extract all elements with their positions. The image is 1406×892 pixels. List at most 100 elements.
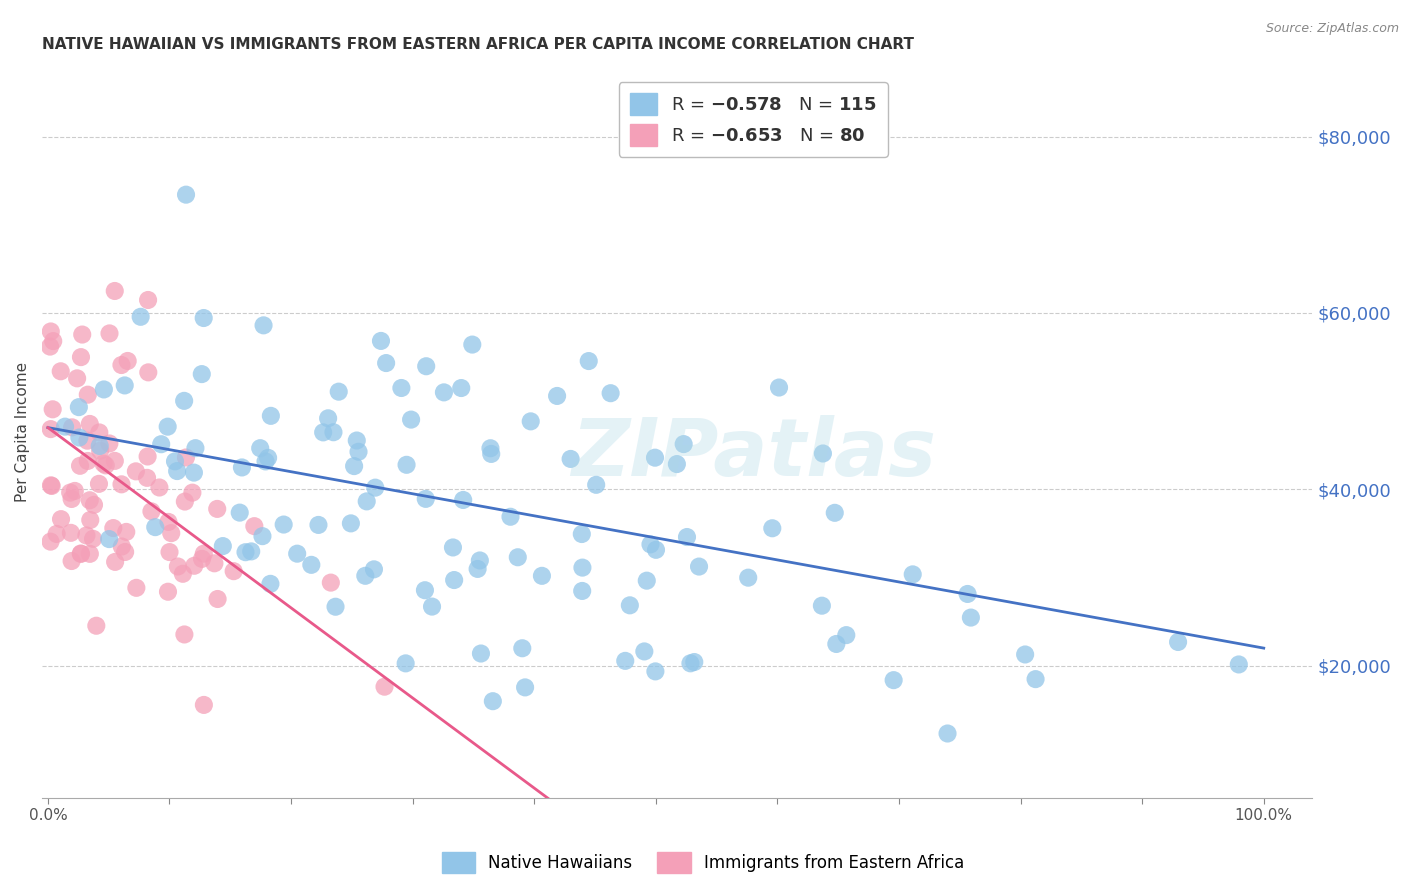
- Point: [636, 574, 658, 588]
- Point: [479, 447, 502, 461]
- Point: [125, 581, 148, 595]
- Point: [761, 521, 783, 535]
- Point: [415, 359, 437, 374]
- Point: [499, 509, 522, 524]
- Point: [39, 422, 62, 436]
- Point: [530, 569, 553, 583]
- Point: [172, 566, 194, 581]
- Point: [811, 446, 834, 460]
- Point: [87, 476, 110, 491]
- Point: [136, 450, 159, 464]
- Point: [184, 441, 207, 455]
- Point: [193, 311, 215, 326]
- Point: [136, 293, 159, 307]
- Point: [39, 478, 62, 492]
- Legend: Native Hawaiians, Immigrants from Eastern Africa: Native Hawaiians, Immigrants from Easter…: [434, 846, 972, 880]
- Point: [70, 547, 93, 561]
- Point: [110, 358, 132, 372]
- Point: [1167, 635, 1189, 649]
- Point: [41, 479, 63, 493]
- Point: [110, 477, 132, 491]
- Y-axis label: Per Capita Income: Per Capita Income: [15, 362, 30, 502]
- Point: [240, 544, 263, 558]
- Point: [571, 583, 593, 598]
- Point: [159, 545, 181, 559]
- Point: [599, 386, 621, 401]
- Point: [104, 284, 127, 298]
- Point: [173, 393, 195, 408]
- Point: [156, 584, 179, 599]
- Point: [824, 506, 846, 520]
- Point: [42, 334, 65, 348]
- Point: [901, 567, 924, 582]
- Point: [93, 383, 115, 397]
- Legend: R = $\mathbf{-0.578}$   N = $\mathbf{115}$, R = $\mathbf{-0.653}$   N = $\mathbf: R = $\mathbf{-0.578}$ N = $\mathbf{115}$…: [619, 82, 887, 157]
- Point: [768, 380, 790, 394]
- Point: [136, 365, 159, 379]
- Point: [316, 411, 339, 425]
- Point: [104, 454, 127, 468]
- Point: [183, 558, 205, 573]
- Point: [510, 641, 533, 656]
- Point: [433, 385, 456, 400]
- Point: [328, 384, 350, 399]
- Point: [395, 458, 418, 472]
- Point: [229, 506, 252, 520]
- Point: [960, 610, 983, 624]
- Point: [571, 560, 593, 574]
- Point: [835, 628, 858, 642]
- Point: [679, 657, 702, 671]
- Point: [205, 502, 228, 516]
- Point: [325, 599, 347, 614]
- Point: [346, 434, 368, 448]
- Point: [347, 444, 370, 458]
- Point: [235, 545, 257, 559]
- Point: [41, 402, 63, 417]
- Point: [299, 558, 322, 572]
- Point: [506, 550, 529, 565]
- Point: [79, 417, 101, 431]
- Point: [322, 425, 344, 440]
- Point: [672, 437, 695, 451]
- Point: [45, 527, 67, 541]
- Point: [59, 485, 82, 500]
- Point: [260, 409, 283, 423]
- Point: [103, 521, 125, 535]
- Point: [76, 454, 98, 468]
- Point: [69, 458, 91, 473]
- Point: [956, 587, 979, 601]
- Point: [207, 592, 229, 607]
- Point: [571, 527, 593, 541]
- Point: [148, 481, 170, 495]
- Point: [166, 464, 188, 478]
- Point: [79, 513, 101, 527]
- Point: [53, 419, 76, 434]
- Point: [467, 562, 489, 576]
- Point: [60, 491, 83, 506]
- Point: [683, 655, 706, 669]
- Point: [67, 400, 90, 414]
- Point: [375, 356, 398, 370]
- Point: [450, 381, 472, 395]
- Point: [825, 637, 848, 651]
- Point: [363, 562, 385, 576]
- Point: [443, 573, 465, 587]
- Point: [163, 454, 186, 468]
- Point: [319, 575, 342, 590]
- Point: [202, 556, 225, 570]
- Text: NATIVE HAWAIIAN VS IMMIGRANTS FROM EASTERN AFRICA PER CAPITA INCOME CORRELATION : NATIVE HAWAIIAN VS IMMIGRANTS FROM EASTE…: [42, 37, 914, 53]
- Point: [560, 451, 582, 466]
- Point: [89, 439, 111, 453]
- Point: [136, 471, 159, 485]
- Point: [688, 559, 710, 574]
- Point: [222, 564, 245, 578]
- Point: [59, 525, 82, 540]
- Point: [578, 354, 600, 368]
- Point: [395, 657, 418, 671]
- Point: [183, 466, 205, 480]
- Point: [619, 599, 641, 613]
- Point: [312, 425, 335, 440]
- Point: [737, 571, 759, 585]
- Point: [93, 457, 115, 471]
- Point: [70, 327, 93, 342]
